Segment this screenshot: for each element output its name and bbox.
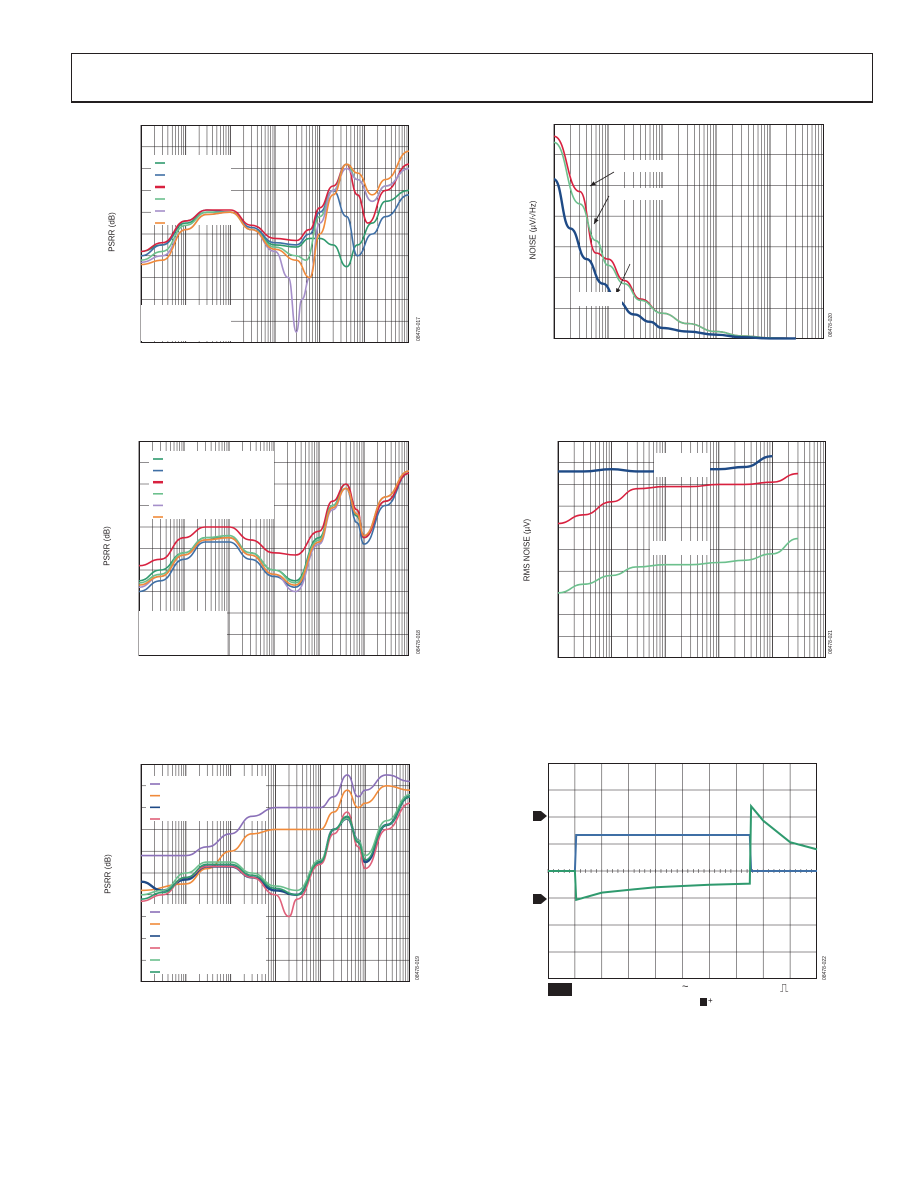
legend-panel xyxy=(146,904,266,974)
series-line-1 xyxy=(548,803,818,902)
series-line-1 xyxy=(138,472,410,593)
legend-panel xyxy=(146,776,266,821)
plot-frame xyxy=(554,124,824,339)
series-line-5 xyxy=(138,470,410,586)
series-line-5 xyxy=(140,150,410,279)
legend-panel xyxy=(139,611,227,655)
rising-edge-icon: ⎍ xyxy=(780,981,789,995)
annotation-box xyxy=(572,292,622,306)
series-line-2 xyxy=(553,178,796,340)
annotation-box xyxy=(616,160,664,172)
series-line-4 xyxy=(140,793,411,896)
psrr-chart-3 xyxy=(140,764,411,982)
figure-number: 08478-020 xyxy=(828,313,834,337)
legend-panel xyxy=(149,451,274,519)
trigger-marker-icon xyxy=(700,998,707,1006)
series-line-0 xyxy=(141,774,411,857)
psrr-chart-1 xyxy=(140,125,410,343)
annotation-box xyxy=(616,188,670,200)
trigger-plus-icon: + xyxy=(708,996,713,1005)
y-axis-label: PSRR (dB) xyxy=(107,212,117,252)
grid xyxy=(553,124,824,339)
figure-number: 08478-018 xyxy=(416,630,422,654)
channel-1-marker-icon xyxy=(533,811,547,821)
legend-panel xyxy=(141,305,231,341)
figure-number: 08478-021 xyxy=(828,630,834,654)
grid xyxy=(547,763,817,979)
y-axis-label: PSRR (dB) xyxy=(103,854,113,894)
y-axis-label: PSRR (dB) xyxy=(102,526,112,566)
grid xyxy=(557,441,826,658)
series-line-1 xyxy=(553,141,796,340)
series-line-5 xyxy=(140,795,411,900)
figure-number: 08478-022 xyxy=(822,956,828,980)
y-axis-label: RMS NOISE (µV) xyxy=(522,518,532,582)
annotation-arrowhead xyxy=(590,181,596,186)
legend-panel xyxy=(151,155,231,225)
psrr-chart-2 xyxy=(138,441,410,656)
page-header-frame xyxy=(71,53,873,103)
series-line-2 xyxy=(557,537,799,594)
channel-2-marker-icon xyxy=(533,894,547,904)
channel-badge xyxy=(548,983,572,996)
annotation-box xyxy=(650,541,710,555)
figure-number: 08478-017 xyxy=(416,317,422,341)
annotation-arrowhead xyxy=(594,218,599,224)
figure-number: 08478-019 xyxy=(415,956,421,980)
scope-chart xyxy=(547,763,818,979)
ac-coupling-icon: ~ xyxy=(682,981,689,993)
series-line-2 xyxy=(140,163,410,253)
annotation-box xyxy=(654,453,710,477)
series-line-1 xyxy=(557,472,799,525)
y-axis-label: NOISE (µV/√Hz) xyxy=(528,200,538,260)
rms-noise-chart xyxy=(557,441,826,658)
series-line-1 xyxy=(140,785,411,892)
noise-chart xyxy=(553,124,824,340)
